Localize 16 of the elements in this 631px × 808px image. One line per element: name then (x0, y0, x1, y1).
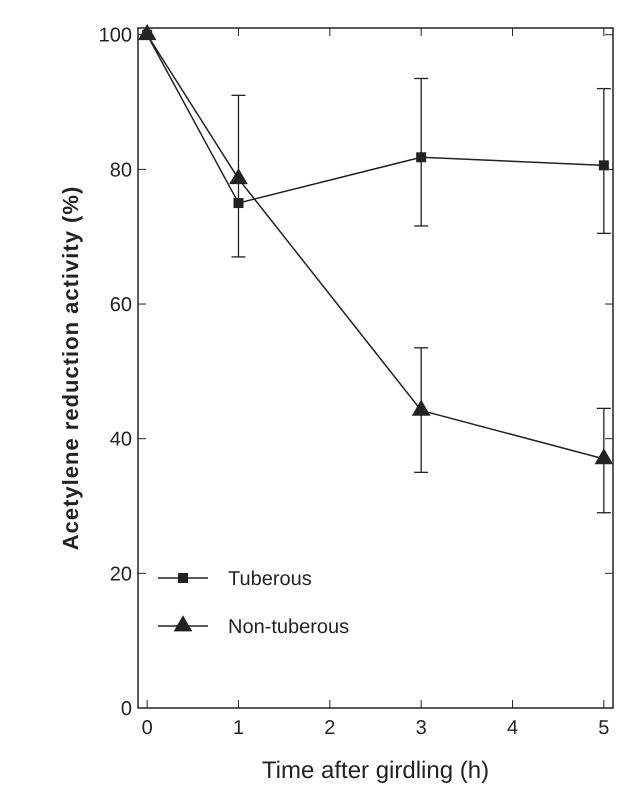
y-tick-label: 80 (110, 159, 132, 182)
y-tick-label: 40 (110, 428, 132, 451)
y-tick-label: 60 (110, 294, 132, 316)
y-tick-label: 0 (120, 698, 132, 720)
legend-label: Tuberous (228, 568, 312, 590)
x-tick-label: 0 (142, 717, 153, 739)
y-tick-label: 100 (98, 24, 132, 47)
x-tick-label: 2 (324, 717, 336, 739)
y-tick-label: 20 (110, 563, 132, 586)
x-tick-label: 1 (232, 717, 244, 739)
x-axis-title: Time after girdling (h) (262, 757, 490, 784)
x-tick-label: 5 (598, 717, 610, 739)
legend-label: Non-tuberous (228, 616, 350, 638)
x-tick-label: 3 (416, 717, 427, 739)
y-axis-title: Acetylene reduction activity (%) (58, 186, 83, 550)
x-tick-label: 4 (506, 717, 518, 739)
